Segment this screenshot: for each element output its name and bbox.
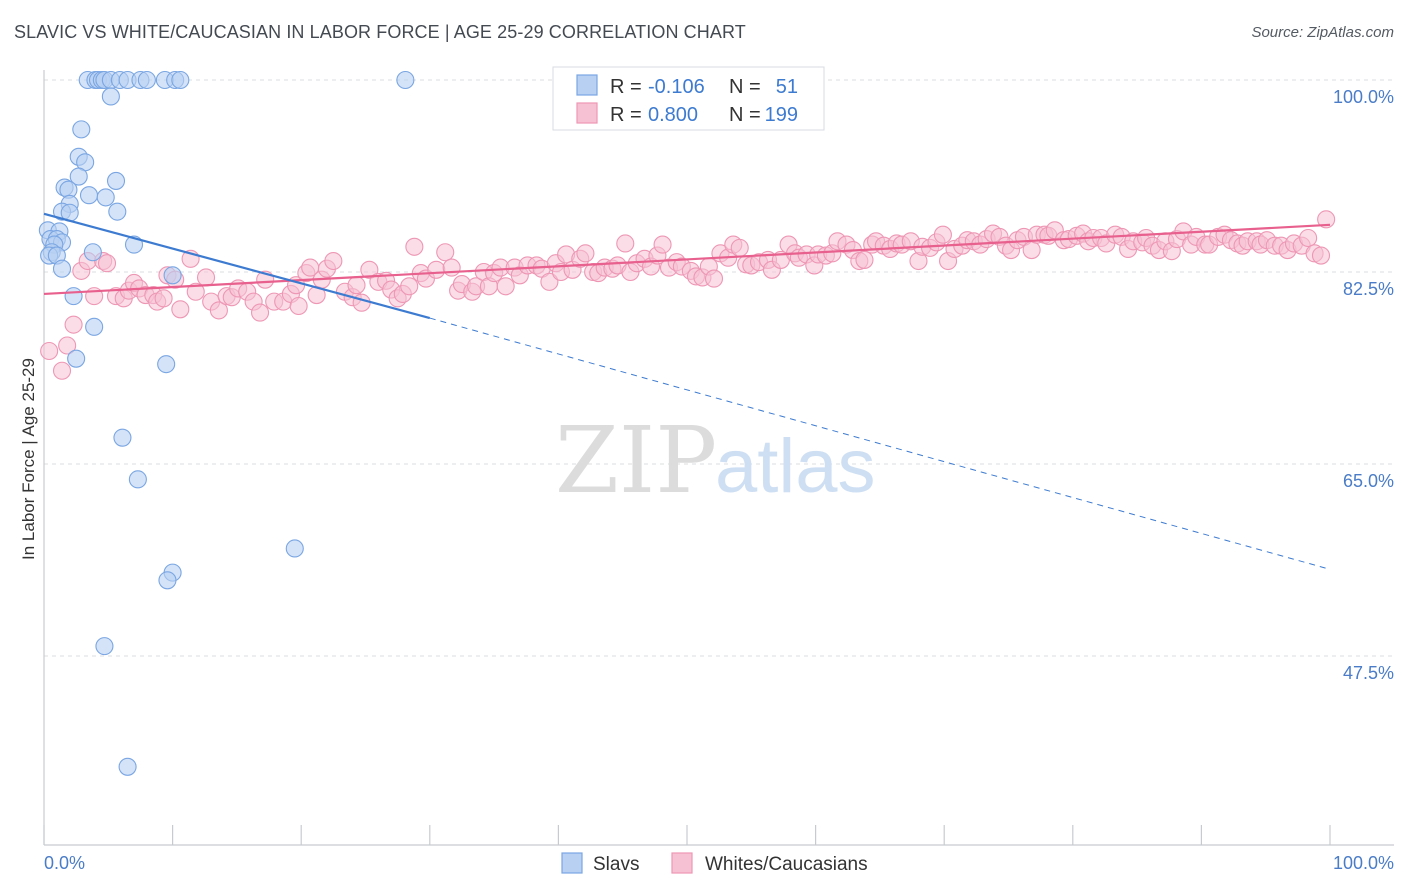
slavs-point-50 bbox=[95, 637, 114, 656]
chart-source: Source: ZipAtlas.com bbox=[1251, 24, 1394, 41]
slavs-point-13 bbox=[396, 70, 415, 90]
slavs-point-46 bbox=[128, 470, 147, 489]
series-whites-caucasians bbox=[40, 210, 1336, 380]
whites-point-37 bbox=[289, 296, 308, 316]
slavs-point-43 bbox=[67, 349, 86, 368]
whites-point-48 bbox=[360, 260, 379, 279]
watermark-atlas: atlas bbox=[715, 424, 876, 509]
slavs-point-47 bbox=[285, 539, 304, 558]
trend-lines bbox=[43, 212, 1331, 570]
watermark-zip: ZIP bbox=[555, 407, 717, 514]
slavs-point-19 bbox=[106, 171, 126, 190]
legend-n-value-whites: 199 bbox=[765, 104, 798, 126]
series-legend: Slavs Whites/Caucasians bbox=[561, 852, 868, 875]
whites-point-196 bbox=[1317, 210, 1336, 229]
whites-point-59 bbox=[436, 243, 455, 262]
whites-point-47 bbox=[352, 293, 371, 312]
whites-point-101 bbox=[704, 269, 724, 288]
whites-point-1 bbox=[52, 361, 72, 380]
whites-point-105 bbox=[730, 238, 749, 257]
trend-line-slavs-extension bbox=[429, 317, 1331, 570]
slavs-point-51 bbox=[118, 757, 137, 776]
whites-point-193 bbox=[1299, 228, 1318, 248]
whites-point-75 bbox=[540, 272, 559, 291]
whites-point-8 bbox=[97, 254, 117, 273]
slavs-point-44 bbox=[157, 355, 176, 374]
slavs-point-39 bbox=[52, 259, 72, 278]
whites-point-3 bbox=[64, 315, 83, 334]
y-tick-labels: 100.0% 82.5% 65.0% 47.5% bbox=[1333, 87, 1394, 683]
bottom-legend-label-slavs: Slavs bbox=[593, 854, 639, 875]
trend-line-whites bbox=[43, 223, 1331, 296]
slavs-point-9 bbox=[137, 70, 156, 90]
slavs-point-42 bbox=[85, 317, 104, 336]
watermark: ZIP atlas bbox=[555, 407, 876, 514]
slavs-point-45 bbox=[113, 428, 132, 447]
gridlines bbox=[44, 79, 1394, 657]
whites-point-17 bbox=[154, 289, 173, 308]
whites-point-2 bbox=[58, 336, 77, 355]
whites-point-124 bbox=[855, 250, 874, 269]
legend-r-value-slavs: -0.106 bbox=[648, 76, 705, 98]
slavs-point-12 bbox=[171, 70, 190, 90]
whites-point-58 bbox=[427, 260, 446, 279]
slavs-point-18 bbox=[69, 167, 88, 186]
chart-title: SLAVIC VS WHITE/CAUCASIAN IN LABOR FORCE… bbox=[14, 22, 746, 42]
whites-point-25 bbox=[209, 301, 228, 320]
whites-point-46 bbox=[347, 276, 366, 295]
slavs-point-40 bbox=[163, 266, 182, 285]
whites-point-93 bbox=[653, 235, 672, 254]
x-tick-label-max: 100.0% bbox=[1333, 853, 1394, 873]
legend-n-label-slavs: N = bbox=[729, 76, 761, 98]
legend-r-label-whites: R = bbox=[610, 104, 642, 126]
whites-point-69 bbox=[496, 277, 515, 296]
legend-r-label-slavs: R = bbox=[610, 76, 642, 98]
slavs-point-49 bbox=[158, 571, 177, 590]
slavs-point-22 bbox=[79, 186, 99, 205]
slavs-point-27 bbox=[108, 202, 127, 221]
legend-n-label-whites: N = bbox=[729, 104, 761, 126]
whites-point-150 bbox=[1022, 241, 1041, 260]
trend-line-slavs bbox=[43, 212, 431, 320]
y-tick-label-1: 82.5% bbox=[1343, 279, 1394, 299]
slavs-point-36 bbox=[83, 243, 102, 262]
whites-point-136 bbox=[933, 225, 952, 244]
legend-r-value-whites: 0.800 bbox=[648, 104, 698, 126]
whites-point-22 bbox=[186, 282, 205, 301]
whites-point-81 bbox=[576, 244, 595, 263]
legend-swatch-slavs bbox=[576, 74, 598, 96]
legend-swatch-whites bbox=[576, 102, 598, 124]
whites-point-195 bbox=[1311, 246, 1331, 265]
x-tick-label-min: 0.0% bbox=[44, 853, 85, 873]
y-tick-label-0: 100.0% bbox=[1333, 87, 1394, 107]
correlation-legend: R = -0.106 N = 51 R = 0.800 N = 199 bbox=[552, 66, 825, 131]
series-slavs bbox=[38, 70, 415, 776]
slavs-point-14 bbox=[101, 87, 120, 106]
slavs-point-23 bbox=[96, 188, 115, 207]
x-ticks bbox=[43, 825, 1331, 845]
whites-point-87 bbox=[616, 234, 635, 253]
axes bbox=[43, 70, 1394, 846]
slavs-point-41 bbox=[64, 287, 83, 306]
y-axis-label: In Labor Force | Age 25-29 bbox=[19, 358, 38, 560]
whites-point-20 bbox=[171, 300, 190, 319]
whites-point-55 bbox=[405, 237, 424, 256]
legend-n-value-slavs: 51 bbox=[776, 76, 798, 98]
legend-box bbox=[552, 66, 825, 131]
bottom-legend-swatch-whites bbox=[671, 852, 693, 874]
whites-point-31 bbox=[250, 303, 270, 322]
bottom-legend-swatch-slavs bbox=[561, 852, 583, 874]
y-tick-label-2: 65.0% bbox=[1343, 471, 1394, 491]
bottom-legend-label-whites: Whites/Caucasians bbox=[705, 854, 868, 875]
slavs-point-15 bbox=[72, 120, 91, 139]
whites-point-43 bbox=[324, 251, 343, 271]
y-tick-label-3: 47.5% bbox=[1343, 663, 1394, 683]
whites-point-54 bbox=[400, 277, 419, 296]
whites-point-0 bbox=[40, 341, 59, 361]
whites-point-60 bbox=[442, 258, 461, 277]
whites-point-23 bbox=[196, 268, 216, 287]
